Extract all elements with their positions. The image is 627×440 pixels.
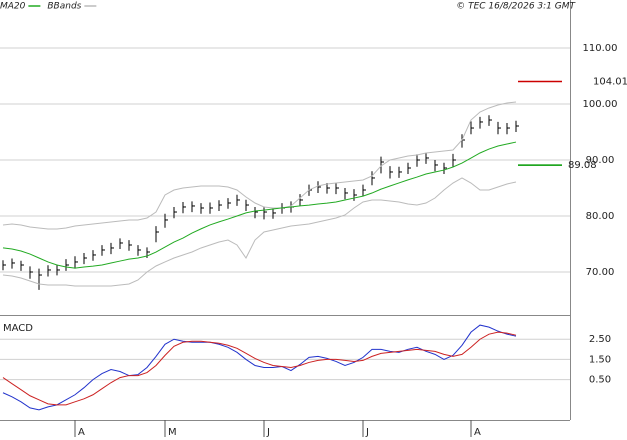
y-tick-label: 110.00 [583, 43, 618, 54]
x-tick-label: J [266, 427, 270, 438]
y-tick-label: 100.00 [583, 99, 618, 110]
y-tick-label: 1.50 [589, 354, 611, 365]
macd-line [2, 331, 517, 406]
macd-title: MACD [3, 323, 33, 334]
lower-band [2, 177, 517, 287]
legend-label: BBands [47, 2, 81, 12]
y-tick-label: 2.50 [589, 334, 611, 345]
price-marker-label: 104.01 [593, 77, 627, 88]
upper-band [2, 101, 517, 230]
y-tick-label: 90.00 [586, 155, 615, 166]
y-tick-label: 70.00 [586, 267, 615, 278]
x-tick-label: A [78, 427, 85, 438]
price-marker-label: 89.08 [568, 160, 597, 171]
macd-line [2, 324, 517, 411]
x-tick-label: M [168, 427, 177, 438]
y-tick-label: 80.00 [586, 211, 615, 222]
copyright: © TEC 16/8/2026 3:1 GMT [456, 2, 576, 12]
y-tick-label: 0.50 [589, 375, 611, 386]
x-tick-label: A [474, 427, 481, 438]
ma-line [2, 141, 517, 269]
legend-label: MA20 [0, 2, 26, 12]
x-tick-label: J [365, 427, 369, 438]
